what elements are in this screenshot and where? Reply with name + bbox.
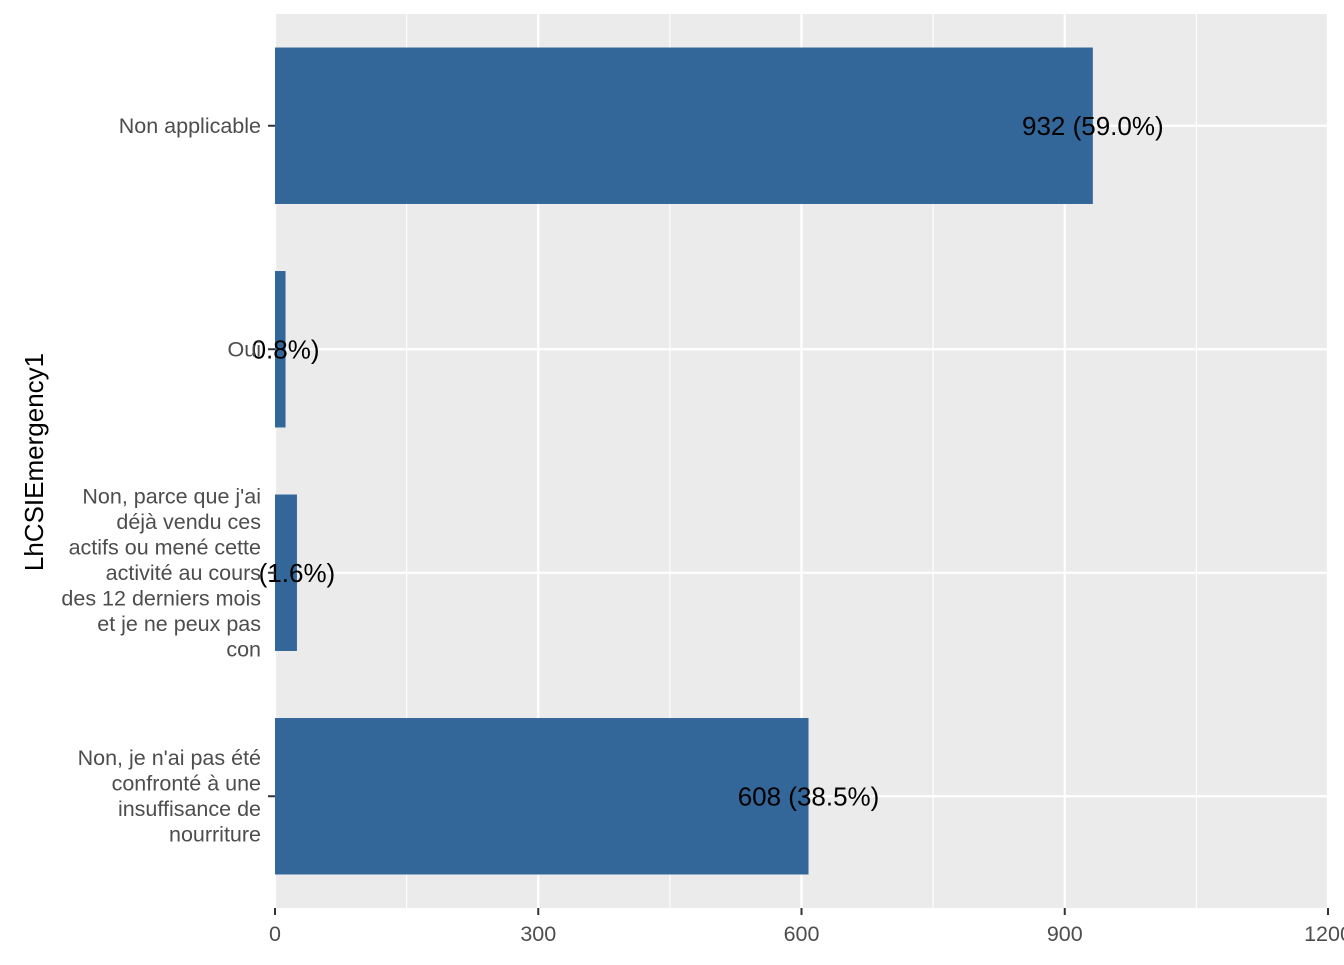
bar [275, 47, 1093, 204]
x-tick-label: 600 [784, 922, 820, 946]
y-tick-label-line: nourriture [169, 823, 261, 847]
bar [275, 494, 297, 651]
y-tick-label-line: activité au cours [106, 561, 261, 585]
data-label: 0.8%) [252, 334, 320, 364]
y-tick-label: Non, parce que j'ai déjà vendu ces actifs … [61, 484, 261, 661]
x-tick-label: 300 [520, 922, 556, 946]
y-tick-label-line: con [226, 637, 261, 661]
y-tick-label: Non, je n'ai pas été confronté à une insuf… [78, 746, 261, 847]
y-tick-label-line: actifs ou mené cette [69, 535, 261, 559]
x-axis-ticks: 0 300 600 900 1200 [269, 908, 1344, 946]
y-tick-label-line: insuffisance de [118, 797, 261, 821]
y-tick-label-line: Non applicable [119, 114, 261, 138]
x-tick-label: 0 [269, 922, 281, 946]
y-tick-label-line: Non, parce que j'ai [82, 484, 261, 508]
y-axis-title: LhCSIEmergency1 [19, 353, 49, 571]
bars [275, 47, 1093, 875]
x-tick-label: 1200 [1304, 922, 1344, 946]
y-tick-label-line: Oui [228, 337, 261, 361]
bar [275, 271, 286, 428]
data-label: 932 (59.0%) [1022, 111, 1164, 141]
y-tick-label: Oui [228, 337, 261, 361]
y-tick-label-line: déjà vendu ces [116, 510, 261, 534]
y-axis-ticks: Non, je n'ai pas été confronté à une insuf… [61, 114, 275, 847]
y-tick-label: Non applicable [119, 114, 261, 138]
y-tick-label-line: Non, je n'ai pas été [78, 746, 261, 770]
y-tick-label-line: et je ne peux pas [97, 612, 261, 636]
data-labels: 608 (38.5%)(1.6%)0.8%)932 (59.0%) [252, 111, 1164, 812]
x-tick-label: 900 [1047, 922, 1083, 946]
y-tick-label-line: confronté à une [112, 772, 261, 796]
bar [275, 718, 809, 875]
y-tick-label-line: des 12 derniers mois [61, 586, 261, 610]
data-label: 608 (38.5%) [738, 781, 880, 811]
